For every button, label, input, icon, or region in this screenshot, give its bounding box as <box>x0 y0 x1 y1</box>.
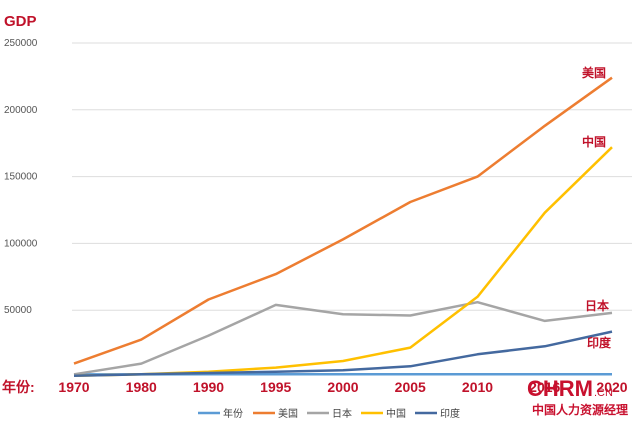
x-tick-label: 2016 <box>529 379 560 395</box>
y-tick-label: 100000 <box>4 238 38 249</box>
series-callouts: 美国 中国 日本 印度 <box>582 65 612 350</box>
watermark-small: .CN <box>594 387 613 399</box>
chrm-watermark-logo: CHRM .CN 中国人力资源经理 <box>527 376 628 417</box>
callout-usa: 美国 <box>582 65 606 80</box>
series-line-3 <box>73 146 613 377</box>
y-tick-label: 250000 <box>4 38 38 49</box>
x-tick-label: 1970 <box>58 379 89 395</box>
x-tick-label: 2000 <box>327 379 358 395</box>
grid-lines <box>72 42 632 311</box>
y-tick-label: 200000 <box>4 105 38 116</box>
legend-label: 日本 <box>332 407 352 420</box>
y-tick-label: 150000 <box>4 172 38 183</box>
legend-label: 中国 <box>386 407 406 420</box>
series-lines <box>73 76 613 377</box>
x-tick-label: 1995 <box>260 379 291 395</box>
x-tick-label: 1990 <box>193 379 224 395</box>
x-tick-label: 1980 <box>126 379 157 395</box>
callout-china: 中国 <box>582 134 606 149</box>
legend-label: 印度 <box>440 407 460 420</box>
y-tick-label: 50000 <box>4 305 32 316</box>
legend-label: 年份 <box>223 407 243 420</box>
x-tick-label: 2010 <box>462 379 493 395</box>
watermark-cn: 中国人力资源经理 <box>532 402 628 417</box>
x-tick-label: 2005 <box>395 379 426 395</box>
callout-japan: 日本 <box>585 298 609 313</box>
watermark-big: CHRM <box>527 376 593 401</box>
legend-label: 美国 <box>278 407 298 420</box>
callout-india: 印度 <box>587 335 612 350</box>
series-line-2 <box>73 300 613 376</box>
x-axis-prefix: 年份: <box>2 379 35 395</box>
series-line-1 <box>73 76 613 365</box>
x-axis-labels: 1970 1980 1990 1995 2000 2005 2010 2016 2020 <box>58 379 627 395</box>
x-tick-label: 2020 <box>596 379 627 395</box>
y-axis-ticks: 50000 100000 150000 200000 250000 <box>4 38 38 316</box>
y-axis-title: GDP <box>4 13 37 30</box>
legend: 年份 美国 日本 中国 印度 <box>198 407 460 420</box>
series-line-4 <box>73 330 613 377</box>
